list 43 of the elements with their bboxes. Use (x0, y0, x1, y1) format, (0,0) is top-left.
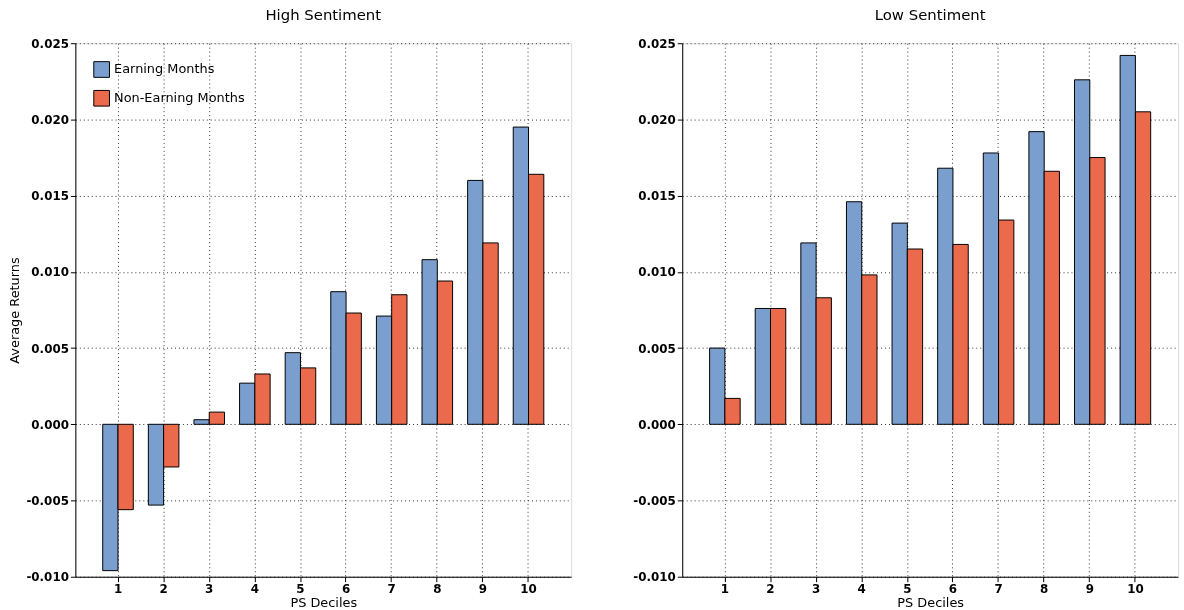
x-tick-label: 3 (811, 582, 821, 597)
x-tick-label: 10 (520, 582, 537, 597)
y-tick-label: 0.010 (31, 265, 69, 280)
x-tick-label: 2 (159, 582, 168, 597)
y-tick-label: 0.015 (31, 189, 69, 204)
y-tick-label: 0.020 (638, 112, 676, 127)
x-tick-label: 5 (296, 582, 305, 597)
x-tick-label: 4 (250, 582, 259, 597)
x-tick-label: 9 (478, 582, 488, 597)
y-tick-label: 0.025 (638, 36, 676, 51)
x-tick-label: 7 (994, 582, 1003, 597)
x-tick-label: 3 (205, 582, 214, 597)
y-tick-label: -0.010 (26, 570, 69, 585)
x-tick-label: 6 (948, 582, 958, 597)
x-tick-label: 7 (387, 582, 396, 597)
y-tick-label: -0.010 (633, 570, 676, 585)
x-tick-label: 2 (766, 582, 775, 597)
x-axis-title: PS Deciles (897, 594, 965, 610)
x-tick-label: 9 (1085, 582, 1094, 597)
legend-label: Non-Earning Months (114, 90, 245, 106)
y-tick-label: 0.005 (31, 341, 69, 356)
x-tick-label: 8 (433, 582, 442, 597)
y-tick-label: 0.010 (638, 265, 676, 280)
chart-title: Low Sentiment (874, 6, 986, 25)
x-axis-title: PS Deciles (290, 594, 358, 610)
y-axis-title: Average Returns (7, 256, 23, 364)
y-tick-label: -0.005 (26, 493, 69, 508)
y-tick-label: 0.025 (31, 36, 69, 51)
y-tick-label: 0.000 (31, 417, 69, 432)
x-tick-label: 10 (1127, 582, 1144, 597)
x-tick-label: 5 (903, 582, 912, 597)
legend-label: Earning Months (114, 61, 215, 77)
y-tick-label: 0.020 (31, 112, 69, 127)
x-tick-label: 1 (113, 582, 123, 597)
y-tick-label: 0.000 (638, 417, 676, 432)
x-tick-label: 6 (341, 582, 351, 597)
x-tick-label: 1 (720, 582, 730, 597)
chart-title: High Sentiment (265, 6, 382, 25)
x-tick-label: 4 (857, 582, 866, 597)
x-tick-label: 8 (1040, 582, 1049, 597)
y-tick-label: 0.015 (638, 189, 676, 204)
y-tick-label: -0.005 (633, 493, 676, 508)
y-tick-label: 0.005 (638, 341, 676, 356)
